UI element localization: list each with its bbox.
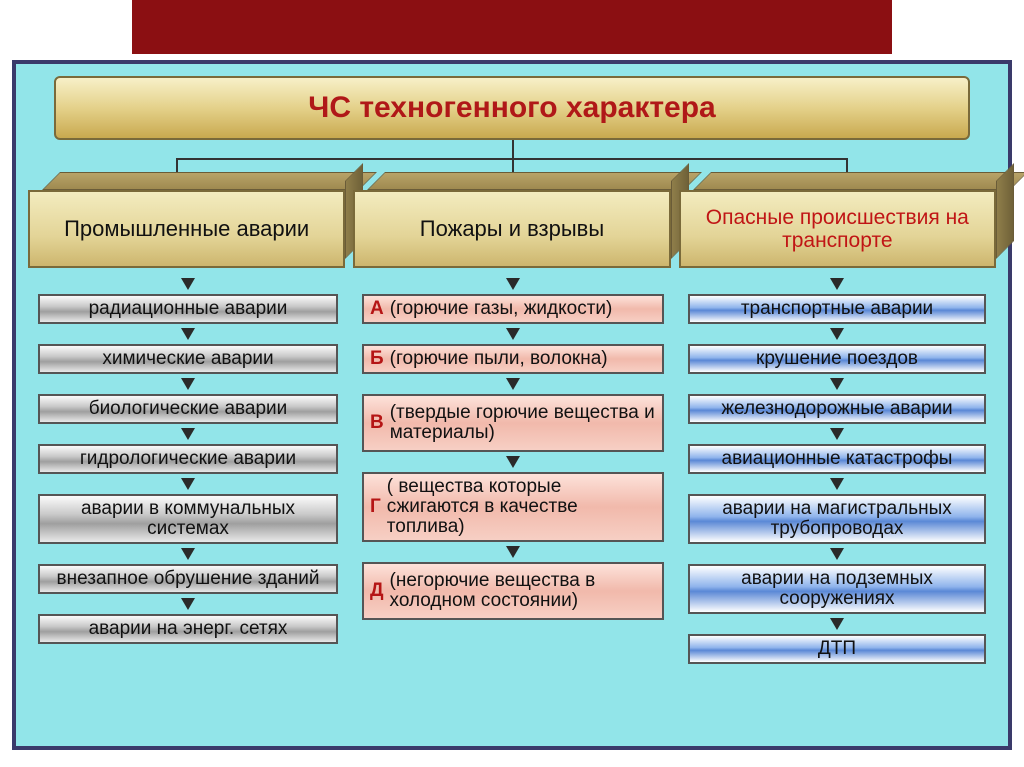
arrow-down-icon: [181, 378, 195, 390]
arrow-down-icon: [830, 278, 844, 290]
list-item: транспортные аварии: [688, 294, 986, 324]
arrow-down-icon: [830, 478, 844, 490]
category-box-industrial: Промышленные аварии: [28, 172, 345, 268]
column-right: транспортные аварии крушение поездов желез…: [688, 274, 986, 736]
item-text: (горючие пыли, волокна): [390, 349, 608, 369]
title-text: ЧС техногенного характера: [308, 91, 715, 125]
title-block: ЧС техногенного характера: [54, 76, 970, 140]
category-box-transport: Опасные происшествия на транспорте: [679, 172, 996, 268]
column-mid: А (горючие газы, жидкости) Б (горючие пыли,…: [362, 274, 664, 736]
item-letter: В: [370, 413, 384, 433]
list-item: аварии на энерг. сетях: [38, 614, 338, 644]
arrow-down-icon: [181, 428, 195, 440]
connector-v-left: [176, 158, 178, 172]
list-item: химические аварии: [38, 344, 338, 374]
arrow-down-icon: [181, 478, 195, 490]
arrow-down-icon: [506, 456, 520, 468]
connector-root: [512, 140, 514, 158]
connector-v-right: [846, 158, 848, 172]
arrow-down-icon: [181, 548, 195, 560]
list-item: ДТП: [688, 634, 986, 664]
list-item: Г ( вещества которые сжигаются в качестве…: [362, 472, 664, 542]
red-header-bar: [132, 0, 892, 54]
box-3d-side: [996, 163, 1014, 259]
box-3d-top: [42, 172, 377, 190]
category-label: Опасные происшествия на транспорте: [685, 206, 990, 252]
list-item: Б (горючие пыли, волокна): [362, 344, 664, 374]
column-left: радиационные аварии химические аварии биол…: [38, 274, 338, 736]
list-item: внезапное обрушение зданий: [38, 564, 338, 594]
category-front: Опасные происшествия на транспорте: [679, 190, 996, 268]
list-item: авиационные катастрофы: [688, 444, 986, 474]
arrow-down-icon: [506, 546, 520, 558]
diagram-area: ЧС техногенного характера Промышленные а…: [12, 60, 1012, 750]
arrow-down-icon: [830, 618, 844, 630]
list-item: аварии в коммунальных системах: [38, 494, 338, 544]
list-item: биологические аварии: [38, 394, 338, 424]
arrow-down-icon: [506, 378, 520, 390]
category-row: Промышленные аварии Пожары и взрывы Опас…: [28, 172, 996, 268]
item-text: (негорючие вещества в холодном состоянии…: [390, 571, 656, 611]
arrow-down-icon: [830, 378, 844, 390]
category-front: Промышленные аварии: [28, 190, 345, 268]
box-3d-top: [693, 172, 1024, 190]
item-text: (горючие газы, жидкости): [390, 299, 613, 319]
category-label: Пожары и взрывы: [420, 217, 604, 241]
list-item: радиационные аварии: [38, 294, 338, 324]
top-bar: [0, 0, 1024, 60]
list-item: Д (негорючие вещества в холодном состояни…: [362, 562, 664, 620]
arrow-down-icon: [506, 328, 520, 340]
arrow-down-icon: [181, 278, 195, 290]
list-item: В (твердые горючие вещества и материалы): [362, 394, 664, 452]
category-box-fires: Пожары и взрывы: [353, 172, 670, 268]
item-letter: Д: [370, 581, 384, 601]
item-text: (твердые горючие вещества и материалы): [390, 403, 656, 443]
item-letter: Г: [370, 497, 381, 517]
arrow-down-icon: [830, 428, 844, 440]
list-item: гидрологические аварии: [38, 444, 338, 474]
category-front: Пожары и взрывы: [353, 190, 670, 268]
arrow-down-icon: [830, 328, 844, 340]
category-label: Промышленные аварии: [64, 217, 309, 241]
arrow-down-icon: [506, 278, 520, 290]
item-letter: А: [370, 299, 384, 319]
item-letter: Б: [370, 349, 384, 369]
arrow-down-icon: [181, 598, 195, 610]
list-item: А (горючие газы, жидкости): [362, 294, 664, 324]
list-item: железнодорожные аварии: [688, 394, 986, 424]
connector-v-mid: [512, 158, 514, 172]
list-item: аварии на магистральных трубопроводах: [688, 494, 986, 544]
item-text: ( вещества которые сжигаются в качестве …: [387, 477, 656, 537]
list-item: аварии на подземных сооружениях: [688, 564, 986, 614]
list-item: крушение поездов: [688, 344, 986, 374]
box-3d-top: [367, 172, 702, 190]
arrow-down-icon: [830, 548, 844, 560]
arrow-down-icon: [181, 328, 195, 340]
